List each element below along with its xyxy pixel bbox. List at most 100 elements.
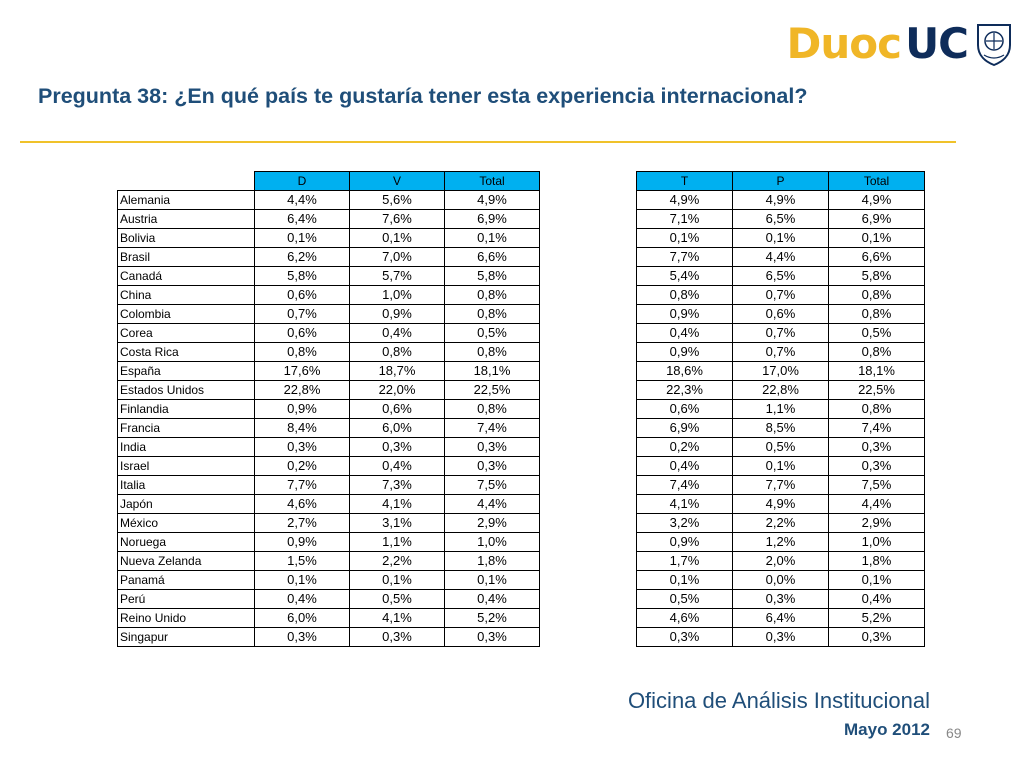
table-row: 0,4% 0,1% 0,3% <box>636 456 925 476</box>
value-cell: 4,9% <box>636 190 733 210</box>
value-cell: 0,2% <box>254 456 350 476</box>
value-cell: 4,9% <box>828 190 925 210</box>
value-cell: 7,7% <box>636 247 733 267</box>
value-cell: 2,2% <box>349 551 445 571</box>
table-row: Israel 0,2% 0,4% 0,3% <box>117 456 540 476</box>
table-row: Austria 6,4% 7,6% 6,9% <box>117 209 540 229</box>
value-cell: 7,7% <box>254 475 350 495</box>
value-cell: 18,1% <box>828 361 925 381</box>
table-row: Reino Unido 6,0% 4,1% 5,2% <box>117 608 540 628</box>
value-cell: 6,2% <box>254 247 350 267</box>
value-cell: 7,6% <box>349 209 445 229</box>
value-cell: 5,6% <box>349 190 445 210</box>
table-row: España 17,6% 18,7% 18,1% <box>117 361 540 381</box>
value-cell: 0,8% <box>828 304 925 324</box>
value-cell: 2,0% <box>732 551 829 571</box>
table-row: Costa Rica 0,8% 0,8% 0,8% <box>117 342 540 362</box>
value-cell: 0,8% <box>444 399 540 419</box>
value-cell: 0,7% <box>254 304 350 324</box>
table-row: 7,4% 7,7% 7,5% <box>636 475 925 495</box>
value-cell: 5,8% <box>444 266 540 286</box>
country-label: India <box>117 437 255 457</box>
value-cell: 0,3% <box>828 437 925 457</box>
value-cell: 0,1% <box>636 570 733 590</box>
value-cell: 6,5% <box>732 209 829 229</box>
value-cell: 2,9% <box>828 513 925 533</box>
table-row: Panamá 0,1% 0,1% 0,1% <box>117 570 540 590</box>
value-cell: 2,2% <box>732 513 829 533</box>
value-cell: 0,1% <box>254 228 350 248</box>
value-cell: 0,6% <box>254 285 350 305</box>
table-row: 0,9% 0,6% 0,8% <box>636 304 925 324</box>
value-cell: 7,4% <box>636 475 733 495</box>
table-row: 0,3% 0,3% 0,3% <box>636 627 925 647</box>
value-cell: 0,9% <box>254 532 350 552</box>
header-d: D <box>254 171 350 191</box>
table-row: Corea 0,6% 0,4% 0,5% <box>117 323 540 343</box>
value-cell: 1,5% <box>254 551 350 571</box>
value-cell: 1,7% <box>636 551 733 571</box>
value-cell: 0,3% <box>254 437 350 457</box>
value-cell: 17,6% <box>254 361 350 381</box>
country-label: Singapur <box>117 627 255 647</box>
value-cell: 0,9% <box>349 304 445 324</box>
value-cell: 0,4% <box>828 589 925 609</box>
table-row: Colombia 0,7% 0,9% 0,8% <box>117 304 540 324</box>
duoc-uc-logo: Duoc UC <box>787 14 1014 74</box>
value-cell: 0,8% <box>444 285 540 305</box>
value-cell: 1,2% <box>732 532 829 552</box>
country-label: Panamá <box>117 570 255 590</box>
table-row: 18,6% 17,0% 18,1% <box>636 361 925 381</box>
value-cell: 7,7% <box>732 475 829 495</box>
value-cell: 4,4% <box>828 494 925 514</box>
value-cell: 5,8% <box>828 266 925 286</box>
value-cell: 2,9% <box>444 513 540 533</box>
country-label: Reino Unido <box>117 608 255 628</box>
value-cell: 0,8% <box>828 285 925 305</box>
value-cell: 0,6% <box>349 399 445 419</box>
value-cell: 0,4% <box>444 589 540 609</box>
value-cell: 0,7% <box>732 323 829 343</box>
value-cell: 0,4% <box>254 589 350 609</box>
value-cell: 7,4% <box>828 418 925 438</box>
report-date: Mayo 2012 <box>844 720 930 739</box>
value-cell: 5,2% <box>444 608 540 628</box>
value-cell: 0,4% <box>349 456 445 476</box>
value-cell: 7,4% <box>444 418 540 438</box>
value-cell: 18,7% <box>349 361 445 381</box>
country-label: Noruega <box>117 532 255 552</box>
value-cell: 2,7% <box>254 513 350 533</box>
value-cell: 4,4% <box>254 190 350 210</box>
table-row: India 0,3% 0,3% 0,3% <box>117 437 540 457</box>
value-cell: 0,3% <box>828 627 925 647</box>
value-cell: 4,4% <box>444 494 540 514</box>
value-cell: 0,9% <box>636 304 733 324</box>
value-cell: 0,7% <box>732 342 829 362</box>
table-row: 22,3% 22,8% 22,5% <box>636 380 925 400</box>
value-cell: 22,8% <box>732 380 829 400</box>
table-row: Italia 7,7% 7,3% 7,5% <box>117 475 540 495</box>
value-cell: 6,0% <box>254 608 350 628</box>
value-cell: 0,8% <box>828 399 925 419</box>
table-row: 5,4% 6,5% 5,8% <box>636 266 925 286</box>
value-cell: 1,0% <box>828 532 925 552</box>
value-cell: 0,3% <box>444 437 540 457</box>
value-cell: 7,5% <box>444 475 540 495</box>
table-row: 0,9% 0,7% 0,8% <box>636 342 925 362</box>
table-row: 0,1% 0,1% 0,1% <box>636 228 925 248</box>
value-cell: 22,3% <box>636 380 733 400</box>
header-total-right: Total <box>828 171 925 191</box>
value-cell: 5,8% <box>254 266 350 286</box>
slide-title: Pregunta 38: ¿En qué país te gustaría te… <box>38 84 808 108</box>
value-cell: 0,5% <box>444 323 540 343</box>
value-cell: 0,8% <box>444 342 540 362</box>
header-v: V <box>349 171 445 191</box>
country-label: Corea <box>117 323 255 343</box>
table-row: 0,4% 0,7% 0,5% <box>636 323 925 343</box>
value-cell: 7,3% <box>349 475 445 495</box>
table-row: Alemania 4,4% 5,6% 4,9% <box>117 190 540 210</box>
country-label: Alemania <box>117 190 255 210</box>
value-cell: 17,0% <box>732 361 829 381</box>
value-cell: 0,9% <box>254 399 350 419</box>
value-cell: 0,3% <box>828 456 925 476</box>
